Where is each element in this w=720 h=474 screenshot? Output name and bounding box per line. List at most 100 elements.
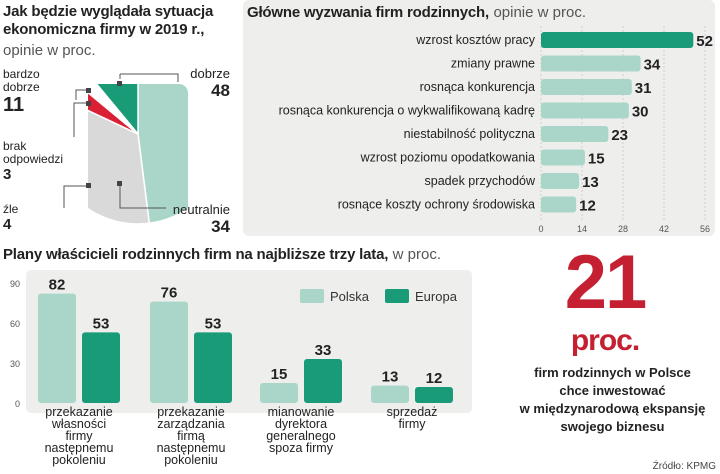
y-tick-label: 30 bbox=[10, 359, 20, 369]
y-tick-label: 60 bbox=[10, 319, 20, 329]
plan-category-label: mianowanie dyrektora generalnego spoza firm… bbox=[266, 405, 336, 455]
challenge-label: rosnąca konkurencja o wykwalifikowaną ka… bbox=[279, 104, 535, 118]
label-dobrze: dobrze 48 bbox=[190, 66, 230, 100]
plan-category-line: firmą bbox=[177, 429, 205, 443]
challenge-value: 52 bbox=[696, 33, 713, 50]
challenge-label: wzrost poziomu opodatkowania bbox=[360, 151, 535, 165]
challenge-bar bbox=[541, 149, 585, 166]
challenge-label: rosnąca konkurencja bbox=[420, 80, 535, 94]
pie-slice-bardzo-dobrze bbox=[88, 84, 139, 137]
challenge-value: 15 bbox=[588, 151, 605, 168]
plan-bar-europa bbox=[415, 387, 453, 403]
stat-number: 21 bbox=[564, 240, 648, 325]
plan-category-line: dyrektora bbox=[275, 417, 327, 431]
challenge-label: wzrost kosztów pracy bbox=[415, 33, 536, 47]
plan-bar-polska bbox=[260, 383, 298, 403]
plan-bar-polska bbox=[371, 385, 409, 403]
x-tick-label: 28 bbox=[618, 224, 628, 234]
challenge-value: 30 bbox=[632, 104, 649, 121]
source-note: Źródło: KPMG bbox=[652, 461, 716, 472]
plan-category-label: przekazanie własności firmy następnemu pokol… bbox=[45, 405, 114, 467]
plan-category-label: przekazanie zarządzania firmą następnemu pok… bbox=[157, 405, 226, 467]
label-bardzo-dobrze: bardzo dobrze 11 bbox=[3, 67, 40, 117]
plan-value: 15 bbox=[271, 366, 288, 383]
plan-value: 76 bbox=[161, 285, 178, 302]
plan-category-line: spoza firmy bbox=[269, 441, 334, 455]
plan-category-line: sprzedaż bbox=[387, 405, 438, 419]
plan-category-line: pokoleniu bbox=[164, 453, 218, 467]
plan-value: 53 bbox=[205, 315, 222, 332]
challenge-label: spadek przychodów bbox=[425, 174, 536, 188]
plan-bar-europa bbox=[194, 332, 232, 403]
challenge-bar bbox=[541, 196, 577, 213]
challenge-value: 12 bbox=[579, 198, 596, 215]
plan-value: 33 bbox=[315, 342, 332, 359]
pie-slice-źle bbox=[88, 84, 139, 135]
label-zle: źle 4 bbox=[3, 202, 19, 234]
challenge-bar bbox=[541, 126, 609, 142]
pie-slice-brak-odpowiedzi bbox=[88, 84, 139, 135]
challenge-bar bbox=[541, 79, 632, 95]
x-tick-label: 0 bbox=[538, 224, 543, 234]
plan-value: 12 bbox=[426, 370, 443, 387]
plan-value: 13 bbox=[382, 369, 399, 386]
stat-text: firm rodzinnych w Polsce chce inwestować… bbox=[500, 364, 720, 436]
challenge-bar bbox=[541, 102, 629, 119]
stat-line: chce inwestować bbox=[559, 383, 666, 398]
challenge-bar bbox=[541, 173, 580, 189]
plan-category-line: firmy bbox=[65, 429, 93, 443]
challenge-value: 31 bbox=[635, 80, 652, 97]
pie-marker bbox=[117, 81, 122, 86]
plan-bar-polska bbox=[38, 293, 76, 403]
challenges-header: Główne wyzwania firm rodzinnych, opinie … bbox=[247, 4, 586, 21]
legend-label-europa: Europa bbox=[415, 289, 458, 304]
label-neutralnie: neutralnie 34 bbox=[172, 202, 230, 236]
stat-panel: 21 proc. firm rodzinnych w Polsce chce i… bbox=[520, 240, 720, 474]
challenges-panel: Główne wyzwania firm rodzinnych, opinie … bbox=[243, 0, 715, 236]
x-tick-label: 42 bbox=[659, 224, 669, 234]
challenge-value: 23 bbox=[611, 127, 628, 144]
plan-category-line: przekazanie bbox=[45, 405, 112, 419]
pie-chart bbox=[63, 73, 188, 225]
x-tick-label: 56 bbox=[700, 224, 710, 234]
stat-line: firm rodzinnych w Polsce bbox=[534, 365, 691, 380]
stat-line: w międzynarodową ekspansję bbox=[519, 401, 706, 416]
plan-value: 82 bbox=[49, 277, 66, 294]
plan-category-line: następnemu bbox=[157, 441, 226, 455]
challenge-label: zmiany prawne bbox=[451, 57, 535, 71]
pie-marker bbox=[86, 183, 91, 188]
legend-label-polska: Polska bbox=[330, 289, 370, 304]
pie-slice-dobrze bbox=[137, 84, 188, 225]
stat-unit: proc. bbox=[570, 324, 640, 357]
plan-category-line: zarządzania bbox=[157, 417, 224, 431]
plan-category-line: firmy bbox=[398, 417, 426, 431]
plans-panel: Plany właścicieli rodzinnych firm na naj… bbox=[0, 240, 540, 474]
pie-marker bbox=[86, 88, 91, 93]
y-tick-label: 90 bbox=[10, 279, 20, 289]
label-brak-odpowiedzi: brak odpowiedzi 3 bbox=[3, 139, 64, 184]
plan-category-line: mianowanie bbox=[268, 405, 335, 419]
challenge-bar bbox=[541, 32, 694, 48]
plan-category-line: własności bbox=[51, 417, 106, 431]
pie-marker bbox=[86, 101, 91, 106]
challenge-label: niestabilność polityczna bbox=[404, 127, 535, 141]
plans-header: Plany właścicieli rodzinnych firm na naj… bbox=[3, 246, 442, 263]
plan-bar-europa bbox=[304, 359, 342, 403]
challenge-label: rosnące koszty ochrony środowiska bbox=[338, 198, 535, 212]
y-tick-label: 0 bbox=[15, 399, 20, 409]
challenges-bar-chart: 0 14 28 42 56 wzrost kosztów pracy 52 zmiany pr… bbox=[279, 26, 713, 234]
plan-bar-polska bbox=[150, 301, 188, 403]
legend-swatch-europa bbox=[385, 289, 409, 303]
plan-category-line: pokoleniu bbox=[52, 453, 106, 467]
challenge-value: 34 bbox=[644, 57, 661, 74]
pie-marker bbox=[117, 181, 122, 186]
pie-panel: Jak będzie wyglądała sytuacja ekonomiczn… bbox=[0, 0, 240, 240]
plan-category-line: przekazanie bbox=[157, 405, 224, 419]
pie-leader-lines bbox=[63, 73, 179, 209]
pie-subtitle: opinie w proc. bbox=[3, 42, 96, 59]
challenge-bar bbox=[541, 55, 641, 72]
plan-category-line: następnemu bbox=[45, 441, 114, 455]
challenge-value: 13 bbox=[582, 174, 599, 191]
plan-bar-europa bbox=[82, 332, 120, 403]
